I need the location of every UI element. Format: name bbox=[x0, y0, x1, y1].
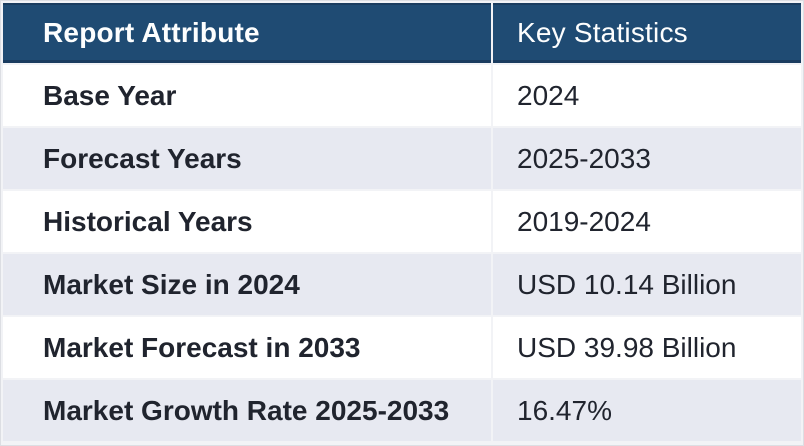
header-key-statistics: Key Statistics bbox=[493, 3, 801, 63]
attribute-cell: Historical Years bbox=[3, 191, 491, 252]
attribute-cell: Forecast Years bbox=[3, 128, 491, 189]
value-cell: USD 10.14 Billion bbox=[493, 254, 801, 315]
header-row: Report Attribute Key Statistics bbox=[3, 3, 801, 63]
attribute-cell: Market Growth Rate 2025-2033 bbox=[3, 380, 491, 441]
attribute-cell: Market Size in 2024 bbox=[3, 254, 491, 315]
attribute-cell: Market Forecast in 2033 bbox=[3, 317, 491, 378]
value-cell: USD 39.98 Billion bbox=[493, 317, 801, 378]
value-cell: 2024 bbox=[493, 65, 801, 126]
value-cell: 16.47% bbox=[493, 380, 801, 441]
value-cell: 2019-2024 bbox=[493, 191, 801, 252]
attribute-cell: Base Year bbox=[3, 65, 491, 126]
table-row: Forecast Years 2025-2033 bbox=[3, 128, 801, 189]
value-cell: 2025-2033 bbox=[493, 128, 801, 189]
table-body: Base Year 2024 Forecast Years 2025-2033 … bbox=[3, 65, 801, 441]
table-row: Market Growth Rate 2025-2033 16.47% bbox=[3, 380, 801, 441]
table-header: Report Attribute Key Statistics bbox=[3, 3, 801, 63]
table-row: Base Year 2024 bbox=[3, 65, 801, 126]
header-report-attribute: Report Attribute bbox=[3, 3, 491, 63]
table-row: Market Size in 2024 USD 10.14 Billion bbox=[3, 254, 801, 315]
table-row: Historical Years 2019-2024 bbox=[3, 191, 801, 252]
table-row: Market Forecast in 2033 USD 39.98 Billio… bbox=[3, 317, 801, 378]
